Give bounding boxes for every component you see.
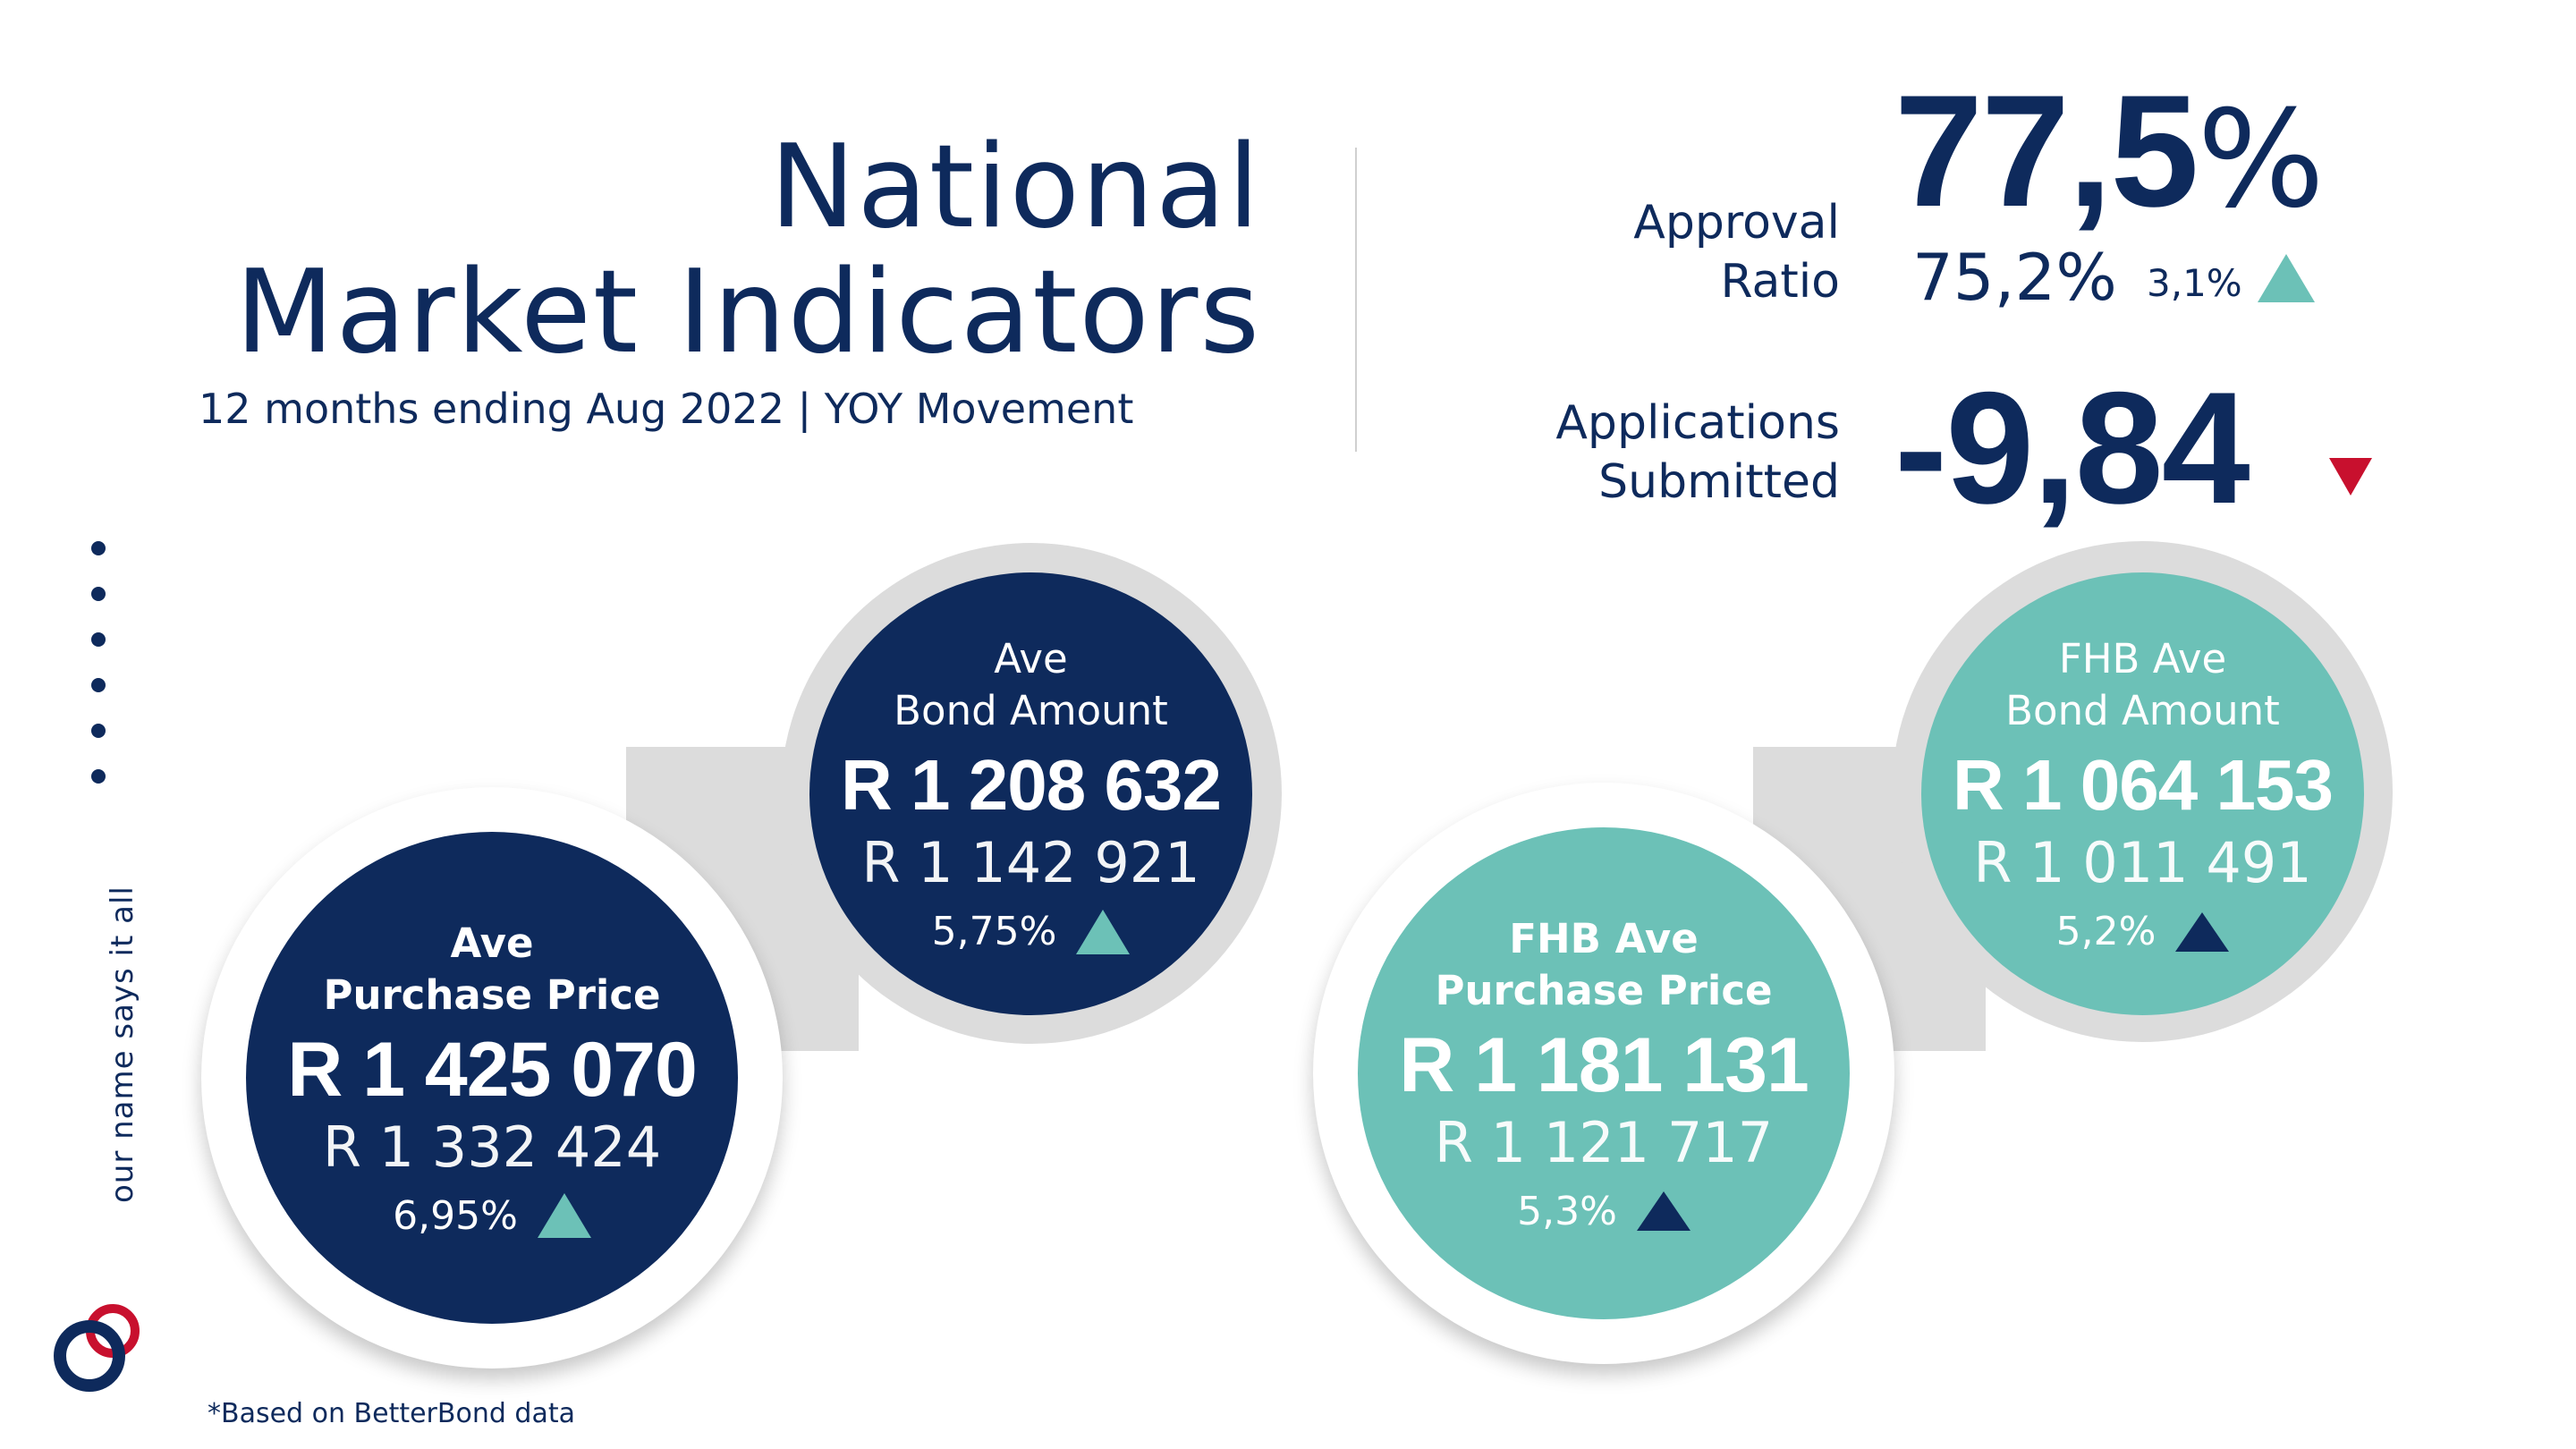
applications-label: Applications Submitted [1555, 396, 1840, 509]
fhb-bond-amount-current: R 1 064 153 [1953, 745, 2334, 825]
fhb-purchase-price-circle: FHB Ave Purchase Price R 1 181 131 R 1 1… [1358, 827, 1850, 1319]
vertical-divider [1355, 148, 1357, 452]
triangle-down-icon [2329, 458, 2372, 496]
brand-logo-icon [54, 1304, 140, 1392]
dot-3 [91, 632, 106, 647]
approval-label: Approval Ratio [1633, 196, 1840, 309]
bond-amount-previous: R 1 142 921 [861, 830, 1200, 895]
approval-previous: 75,2% [1912, 240, 2117, 315]
dot-1 [91, 541, 106, 555]
bond-amount-circle: Ave Bond Amount R 1 208 632 R 1 142 921 … [809, 572, 1252, 1015]
dot-4 [91, 678, 106, 692]
purchase-price-current: R 1 425 070 [287, 1026, 698, 1113]
dot-2 [91, 587, 106, 601]
triangle-up-icon [1636, 1191, 1690, 1231]
tagline: our name says it all [105, 886, 140, 1203]
triangle-up-icon [1076, 909, 1131, 954]
approval-value: 77,5% [1894, 62, 2325, 240]
footnote: *Based on BetterBond data [208, 1398, 575, 1429]
title-line-2: Market Indicators [235, 246, 1261, 379]
fhb-bond-amount-circle: FHB Ave Bond Amount R 1 064 153 R 1 011 … [1921, 572, 2364, 1015]
applications-value: -9,84 [1894, 359, 2250, 537]
fhb-bond-amount-change: 5,2% [2055, 909, 2157, 954]
triangle-up-icon [2258, 254, 2315, 302]
triangle-up-icon [537, 1193, 591, 1238]
purchase-price-previous: R 1 332 424 [322, 1114, 662, 1180]
bond-amount-change: 5,75% [931, 909, 1057, 954]
dot-6 [91, 769, 106, 784]
triangle-up-icon [2175, 911, 2230, 952]
fhb-purchase-price-previous: R 1 121 717 [1434, 1109, 1774, 1175]
fhb-purchase-price-change: 5,3% [1517, 1188, 1617, 1234]
purchase-price-circle: Ave Purchase Price R 1 425 070 R 1 332 4… [246, 832, 738, 1324]
bond-amount-current: R 1 208 632 [841, 745, 1222, 825]
approval-change: 3,1% [2147, 261, 2242, 305]
fhb-purchase-price-current: R 1 181 131 [1399, 1021, 1809, 1108]
subtitle: 12 months ending Aug 2022 | YOY Movement [199, 385, 1134, 433]
fhb-bond-amount-previous: R 1 011 491 [1973, 830, 2312, 895]
purchase-price-change: 6,95% [393, 1192, 518, 1239]
dot-5 [91, 724, 106, 738]
title-line-1: National [769, 121, 1261, 254]
